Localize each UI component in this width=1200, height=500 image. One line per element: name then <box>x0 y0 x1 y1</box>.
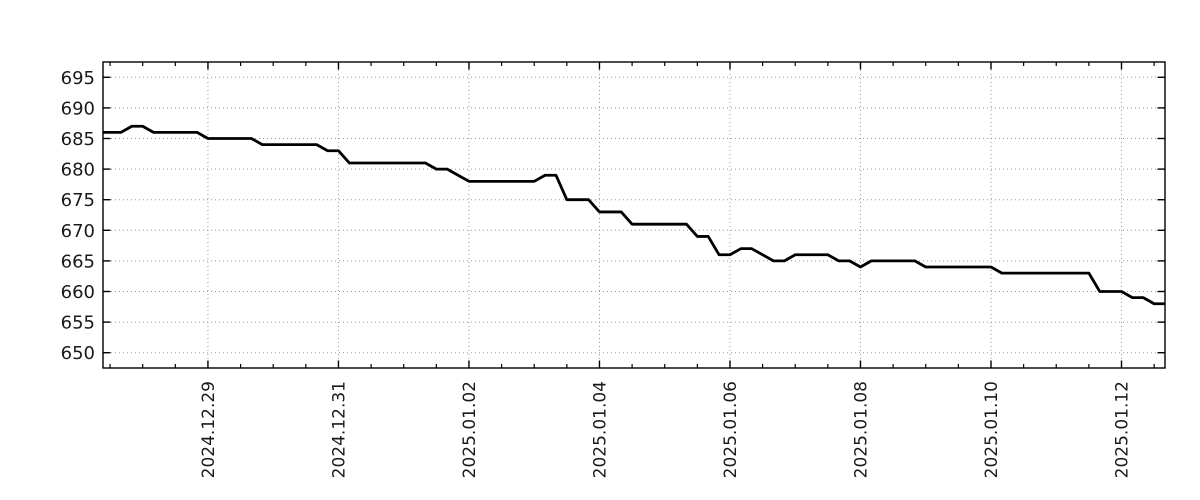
x-tick-label: 2025.01.02 <box>460 381 480 478</box>
y-tick-label: 690 <box>61 98 95 119</box>
y-tick-label: 665 <box>61 251 95 272</box>
grid-lines <box>103 62 1165 368</box>
x-tick-label: 2025.01.04 <box>590 381 610 478</box>
x-tick-label: 2025.01.10 <box>982 381 1002 478</box>
y-tick-label: 660 <box>61 282 95 303</box>
y-axis-tick-labels: 650 655 660 665 670 675 680 685 690 695 <box>61 68 95 364</box>
x-tick-label: 2025.01.06 <box>721 381 741 478</box>
x-tick-label: 2025.01.08 <box>851 381 871 478</box>
plot-border <box>102 61 1166 369</box>
x-tick-label: 2025.01.12 <box>1112 381 1132 478</box>
y-tick-label: 680 <box>61 160 95 181</box>
y-tick-label: 655 <box>61 313 95 334</box>
y-tick-label: 670 <box>61 221 95 242</box>
y-tick-label: 650 <box>61 343 95 364</box>
y-tick-label: 675 <box>61 190 95 211</box>
series-instances <box>103 124 1165 306</box>
x-tick-label: 2024.12.31 <box>329 381 349 478</box>
y-tick-label: 695 <box>61 68 95 89</box>
x-axis-tick-labels: 2024.12.29 2024.12.31 2025.01.02 2025.01.04… <box>199 381 1133 478</box>
axis-ticks <box>103 62 1165 368</box>
y-tick-label: 685 <box>61 129 95 150</box>
x-tick-label: 2024.12.29 <box>199 381 219 478</box>
